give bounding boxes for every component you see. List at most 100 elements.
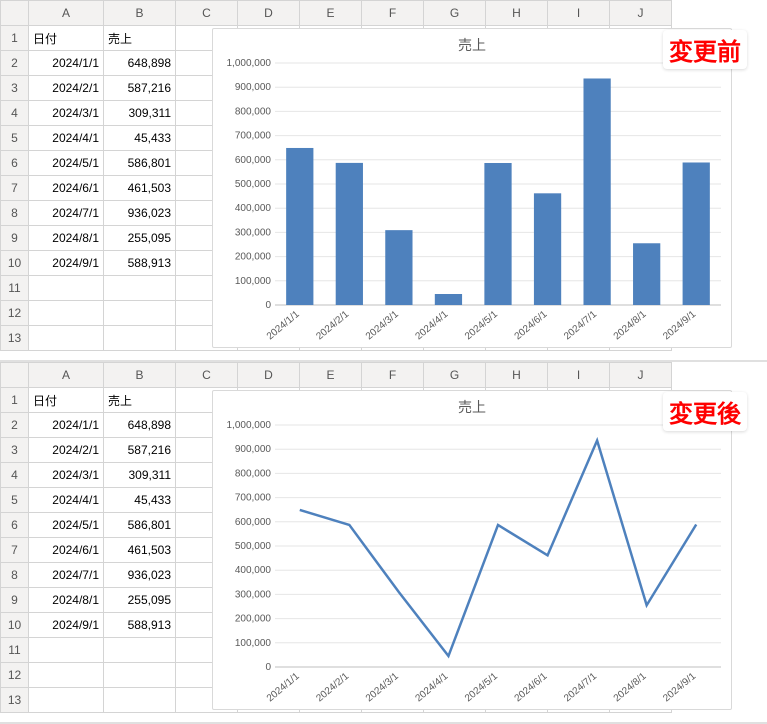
row-header-10[interactable]: 10 <box>1 251 29 276</box>
cell-B5[interactable]: 45,433 <box>104 488 176 513</box>
cell-B1[interactable]: 売上 <box>104 388 176 413</box>
cell-A5[interactable]: 2024/4/1 <box>29 488 104 513</box>
row-header-13[interactable]: 13 <box>1 688 29 713</box>
cell-B9[interactable]: 255,095 <box>104 226 176 251</box>
row-header-6[interactable]: 6 <box>1 513 29 538</box>
cell-B2[interactable]: 648,898 <box>104 51 176 76</box>
cell-B1[interactable]: 売上 <box>104 26 176 51</box>
cell-B3[interactable]: 587,216 <box>104 76 176 101</box>
row-header-12[interactable]: 12 <box>1 663 29 688</box>
cell-A1[interactable]: 日付 <box>29 388 104 413</box>
cell-B4[interactable]: 309,311 <box>104 463 176 488</box>
cell-A8[interactable]: 2024/7/1 <box>29 201 104 226</box>
cell-A12[interactable] <box>29 301 104 326</box>
cell-B7[interactable]: 461,503 <box>104 538 176 563</box>
col-header-F[interactable]: F <box>362 363 424 388</box>
row-header-9[interactable]: 9 <box>1 588 29 613</box>
col-header-G[interactable]: G <box>424 1 486 26</box>
cell-A5[interactable]: 2024/4/1 <box>29 126 104 151</box>
row-header-4[interactable]: 4 <box>1 101 29 126</box>
cell-B11[interactable] <box>104 638 176 663</box>
col-header-B[interactable]: B <box>104 1 176 26</box>
cell-A11[interactable] <box>29 276 104 301</box>
cell-B6[interactable]: 586,801 <box>104 151 176 176</box>
cell-A6[interactable]: 2024/5/1 <box>29 513 104 538</box>
cell-B3[interactable]: 587,216 <box>104 438 176 463</box>
cell-A4[interactable]: 2024/3/1 <box>29 101 104 126</box>
cell-A3[interactable]: 2024/2/1 <box>29 438 104 463</box>
col-header-C[interactable]: C <box>176 1 238 26</box>
cell-A9[interactable]: 2024/8/1 <box>29 588 104 613</box>
cell-A11[interactable] <box>29 638 104 663</box>
select-all-corner[interactable] <box>1 363 29 388</box>
row-header-7[interactable]: 7 <box>1 538 29 563</box>
cell-A9[interactable]: 2024/8/1 <box>29 226 104 251</box>
cell-B4[interactable]: 309,311 <box>104 101 176 126</box>
cell-A10[interactable]: 2024/9/1 <box>29 251 104 276</box>
col-header-H[interactable]: H <box>486 363 548 388</box>
row-header-4[interactable]: 4 <box>1 463 29 488</box>
cell-A13[interactable] <box>29 688 104 713</box>
cell-B8[interactable]: 936,023 <box>104 563 176 588</box>
chart-container[interactable]: 売上0100,000200,000300,000400,000500,00060… <box>212 28 732 348</box>
col-header-I[interactable]: I <box>548 363 610 388</box>
col-header-H[interactable]: H <box>486 1 548 26</box>
row-header-6[interactable]: 6 <box>1 151 29 176</box>
row-header-2[interactable]: 2 <box>1 51 29 76</box>
cell-A3[interactable]: 2024/2/1 <box>29 76 104 101</box>
col-header-E[interactable]: E <box>300 1 362 26</box>
cell-A1[interactable]: 日付 <box>29 26 104 51</box>
col-header-C[interactable]: C <box>176 363 238 388</box>
col-header-D[interactable]: D <box>238 1 300 26</box>
col-header-A[interactable]: A <box>29 1 104 26</box>
cell-B8[interactable]: 936,023 <box>104 201 176 226</box>
cell-B13[interactable] <box>104 688 176 713</box>
col-header-G[interactable]: G <box>424 363 486 388</box>
row-header-12[interactable]: 12 <box>1 301 29 326</box>
cell-B12[interactable] <box>104 301 176 326</box>
cell-A7[interactable]: 2024/6/1 <box>29 538 104 563</box>
cell-B6[interactable]: 586,801 <box>104 513 176 538</box>
row-header-8[interactable]: 8 <box>1 563 29 588</box>
row-header-5[interactable]: 5 <box>1 488 29 513</box>
cell-A12[interactable] <box>29 663 104 688</box>
cell-B7[interactable]: 461,503 <box>104 176 176 201</box>
cell-B13[interactable] <box>104 326 176 351</box>
cell-A2[interactable]: 2024/1/1 <box>29 413 104 438</box>
row-header-13[interactable]: 13 <box>1 326 29 351</box>
row-header-1[interactable]: 1 <box>1 26 29 51</box>
cell-A2[interactable]: 2024/1/1 <box>29 51 104 76</box>
cell-A4[interactable]: 2024/3/1 <box>29 463 104 488</box>
row-header-8[interactable]: 8 <box>1 201 29 226</box>
cell-A8[interactable]: 2024/7/1 <box>29 563 104 588</box>
col-header-I[interactable]: I <box>548 1 610 26</box>
cell-B11[interactable] <box>104 276 176 301</box>
row-header-11[interactable]: 11 <box>1 638 29 663</box>
cell-B10[interactable]: 588,913 <box>104 251 176 276</box>
cell-B2[interactable]: 648,898 <box>104 413 176 438</box>
cell-A6[interactable]: 2024/5/1 <box>29 151 104 176</box>
cell-B9[interactable]: 255,095 <box>104 588 176 613</box>
row-header-3[interactable]: 3 <box>1 438 29 463</box>
cell-B10[interactable]: 588,913 <box>104 613 176 638</box>
chart-container[interactable]: 売上0100,000200,000300,000400,000500,00060… <box>212 390 732 710</box>
col-header-A[interactable]: A <box>29 363 104 388</box>
row-header-1[interactable]: 1 <box>1 388 29 413</box>
row-header-2[interactable]: 2 <box>1 413 29 438</box>
cell-B5[interactable]: 45,433 <box>104 126 176 151</box>
row-header-11[interactable]: 11 <box>1 276 29 301</box>
cell-A7[interactable]: 2024/6/1 <box>29 176 104 201</box>
row-header-7[interactable]: 7 <box>1 176 29 201</box>
col-header-J[interactable]: J <box>610 1 672 26</box>
col-header-E[interactable]: E <box>300 363 362 388</box>
row-header-9[interactable]: 9 <box>1 226 29 251</box>
select-all-corner[interactable] <box>1 1 29 26</box>
col-header-J[interactable]: J <box>610 363 672 388</box>
row-header-5[interactable]: 5 <box>1 126 29 151</box>
col-header-D[interactable]: D <box>238 363 300 388</box>
row-header-3[interactable]: 3 <box>1 76 29 101</box>
cell-A10[interactable]: 2024/9/1 <box>29 613 104 638</box>
col-header-F[interactable]: F <box>362 1 424 26</box>
cell-A13[interactable] <box>29 326 104 351</box>
col-header-B[interactable]: B <box>104 363 176 388</box>
